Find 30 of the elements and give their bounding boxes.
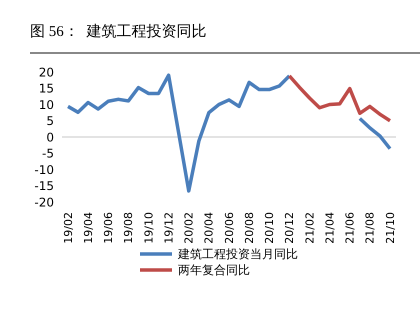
line-series	[288, 74, 392, 122]
x-tick-label: 20/10	[263, 212, 276, 244]
x-tick-label: 21/10	[384, 212, 397, 244]
x-tick-label: 20/04	[202, 212, 216, 244]
y-tick-label: 5	[46, 114, 54, 128]
legend-label: 建筑工程投资当月同比	[178, 246, 298, 262]
x-tick-label: 21/02	[303, 212, 316, 244]
x-tick-label: 19/02	[62, 212, 75, 244]
y-tick-label: 0	[46, 130, 54, 144]
legend-label: 两年复合同比	[178, 262, 250, 278]
x-tick-label: 19/06	[102, 212, 116, 244]
x-tick-label: 21/04	[323, 212, 336, 244]
y-tick-label: -10	[34, 162, 54, 177]
y-tick-label: -15	[34, 179, 54, 194]
x-tick-label: 21/06	[344, 212, 357, 244]
y-tick-label: 20	[38, 65, 54, 80]
x-tick-label: 19/08	[122, 212, 136, 244]
y-tick-label: 10	[38, 98, 54, 112]
y-tick-label: -5	[42, 146, 54, 161]
y-tick-label: 15	[38, 82, 54, 96]
x-tick-label: 20/06	[222, 212, 236, 244]
x-tick-label: 20/08	[242, 212, 256, 244]
x-tick-label: 19/04	[82, 212, 95, 244]
x-tick-label: 20/12	[283, 212, 296, 244]
x-tick-label: 19/12	[162, 212, 176, 244]
x-tick-label: 20/02	[182, 212, 196, 244]
chart-title: 图 56： 建筑工程投资同比	[29, 22, 208, 41]
x-tick-label: 21/08	[364, 212, 377, 244]
x-tick-label: 19/10	[142, 212, 156, 244]
y-tick-label: -20	[34, 195, 54, 210]
